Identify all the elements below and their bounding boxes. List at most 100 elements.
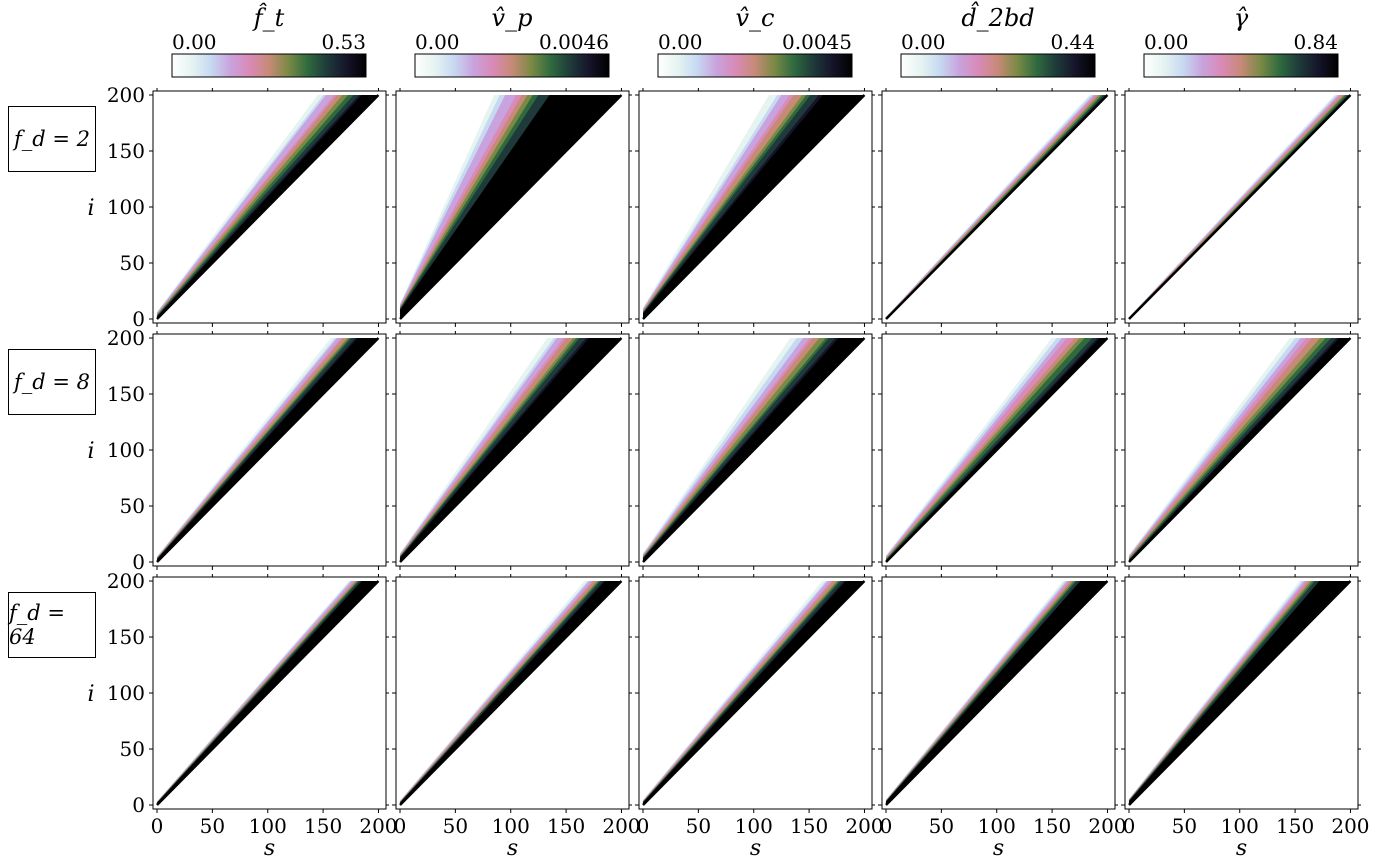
panel-r3-c3: 0 50 100 150 200 s [635, 574, 884, 861]
x-axis-label: s [507, 836, 518, 861]
diagonal-line [1128, 337, 1352, 563]
y-axis-label: i [87, 682, 94, 707]
x-tick-label: 100 [735, 814, 773, 838]
colorbar-title: v̂_c [736, 4, 775, 32]
diagonal-line [642, 580, 866, 806]
x-tick-label: 100 [492, 814, 530, 838]
panel-r3-c1: 0 50 100 150 200 0 50 100 150 200 s i [87, 569, 397, 861]
diagonal-line [399, 337, 623, 563]
x-axis-label: s [993, 836, 1004, 861]
row-label: f_d = 8 [13, 370, 91, 394]
x-tick-label: 200 [602, 814, 640, 838]
panel-r3-c4: 0 50 100 150 200 s [878, 574, 1127, 861]
x-tick-label: 0 [394, 814, 407, 838]
colorbar-max-label: 0.0046 [539, 30, 609, 54]
row-label-box: f_d = 2 [8, 106, 96, 172]
diagonal-line [399, 580, 623, 806]
x-tick-label: 50 [1172, 814, 1197, 838]
row-label-box: f_d = 8 [8, 349, 96, 415]
colorbar-title: f̂_t [252, 3, 285, 32]
y-tick-label: 150 [107, 625, 145, 649]
y-tick-label: 200 [107, 83, 145, 107]
colorbar-max-label: 0.84 [1293, 30, 1338, 54]
diagonal-line [156, 337, 380, 563]
colorbar [171, 53, 367, 78]
heatmap [1128, 580, 1352, 806]
colorbar [414, 53, 610, 78]
y-tick-label: 50 [120, 737, 145, 761]
x-tick-label: 100 [978, 814, 1016, 838]
diagonal-line [885, 337, 1109, 563]
colorbar-title: d̂_2bd [961, 1, 1034, 32]
panel-r3-c2: 0 50 100 150 200 s [392, 574, 641, 861]
heatmap [156, 94, 380, 320]
x-tick-label: 200 [359, 814, 397, 838]
diagonal-line [885, 94, 1109, 320]
heatmap [885, 94, 1109, 320]
colorbar-min-label: 0.00 [658, 30, 703, 54]
panel-r2-c1: 0 50 100 150 200 i [87, 326, 389, 574]
y-tick-label: 50 [120, 251, 145, 275]
panel-r2-c2 [392, 331, 632, 570]
panel-r1-c2 [392, 88, 632, 327]
y-tick-label: 100 [107, 681, 145, 705]
x-axis-label: s [1236, 836, 1247, 861]
colorbar-min-label: 0.00 [901, 30, 946, 54]
diagonal-line [642, 94, 866, 320]
panel-r1-c1: 0 50 100 150 200 i [87, 83, 389, 331]
x-tick-label: 150 [1276, 814, 1314, 838]
x-tick-label: 100 [249, 814, 287, 838]
y-tick-label: 200 [107, 569, 145, 593]
panel-r1-c4 [878, 88, 1118, 327]
x-tick-label: 50 [929, 814, 954, 838]
heatmap [642, 94, 866, 320]
x-tick-label: 0 [151, 814, 164, 838]
panel-r1-c5 [1121, 88, 1361, 327]
x-axis-label: s [264, 836, 275, 861]
y-tick-label: 150 [107, 382, 145, 406]
x-tick-label: 150 [547, 814, 585, 838]
row-label: f_d = 64 [9, 601, 65, 649]
colorbar-min-label: 0.00 [172, 30, 217, 54]
heatmap [885, 337, 1109, 563]
diagonal-line [399, 94, 623, 320]
x-tick-label: 0 [637, 814, 650, 838]
heatmap [885, 580, 1109, 806]
x-tick-label: 0 [1123, 814, 1136, 838]
colorbar-max-label: 0.0045 [782, 30, 852, 54]
heatmap [642, 337, 866, 563]
colorbar [657, 53, 853, 78]
x-tick-label: 0 [880, 814, 893, 838]
panel-r2-c3 [635, 331, 875, 570]
y-tick-label: 150 [107, 139, 145, 163]
x-tick-label: 100 [1221, 814, 1259, 838]
x-tick-label: 150 [1033, 814, 1071, 838]
row-label-box: f_d = 64 [8, 592, 96, 658]
x-tick-label: 150 [790, 814, 828, 838]
y-tick-label: 200 [107, 326, 145, 350]
diagonal-line [156, 94, 380, 320]
colorbar-min-label: 0.00 [415, 30, 460, 54]
panel-r2-c4 [878, 331, 1118, 570]
x-axis-label: s [750, 836, 761, 861]
heatmap [1128, 94, 1352, 320]
diagonal-line [1128, 94, 1352, 320]
y-axis-label: i [87, 196, 94, 221]
colorbar-max-label: 0.53 [321, 30, 366, 54]
colorbar-max-label: 0.44 [1050, 30, 1095, 54]
row-label: f_d = 2 [13, 127, 91, 151]
panel-r1-c3 [635, 88, 875, 327]
x-tick-label: 200 [845, 814, 883, 838]
y-tick-label: 100 [107, 438, 145, 462]
diagonal-line [885, 580, 1109, 806]
colorbar [900, 53, 1096, 78]
colorbar [1143, 53, 1339, 78]
y-tick-label: 100 [107, 195, 145, 219]
y-tick-label: 0 [132, 793, 145, 817]
x-tick-label: 200 [1331, 814, 1369, 838]
heatmap [642, 580, 866, 806]
x-tick-label: 200 [1088, 814, 1126, 838]
diagonal-line [642, 337, 866, 563]
diagonal-line [156, 580, 380, 806]
colorbar-title: γ̂ [1234, 4, 1249, 32]
